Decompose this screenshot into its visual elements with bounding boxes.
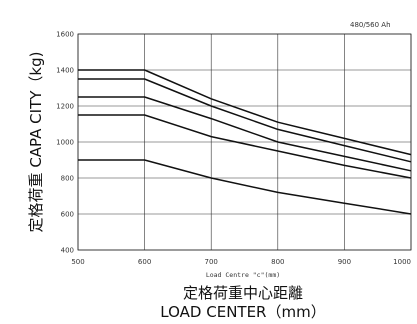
x-tick-labels: 500 600 700 800 900 1000	[71, 258, 411, 266]
x-axis-label: Load Centre "c"(mm)	[206, 271, 280, 279]
y-tick-label: 1400	[56, 67, 74, 75]
capacity-curve-4	[78, 114, 412, 179]
capacity-curve-5	[78, 159, 412, 215]
x-axis-title-cn: 定格荷重中心距離	[183, 284, 303, 302]
y-axis-title: 定格荷重 CAPA CITY（kg)	[27, 52, 45, 233]
x-tick-label: 500	[71, 258, 84, 266]
capacity-caption: 480/560 Ah	[350, 21, 391, 29]
y-tick-labels: 400 600 800 1000 1200 1400 1600	[56, 31, 74, 255]
capacity-curve-1	[78, 69, 412, 156]
y-tick-label: 400	[61, 247, 74, 255]
y-tick-label: 800	[61, 175, 74, 183]
x-tick-label: 1000	[393, 258, 411, 266]
capacity-curve-2	[78, 78, 412, 163]
x-axis-title-en: LOAD CENTER（mm）	[160, 303, 325, 321]
plot-area-frame	[77, 33, 412, 251]
x-tick-label: 600	[138, 258, 151, 266]
y-tick-label: 1600	[56, 31, 74, 39]
y-tick-label: 1200	[56, 103, 74, 111]
capacity-curve-3	[78, 96, 412, 172]
x-tick-label: 700	[205, 258, 218, 266]
x-tick-label: 800	[271, 258, 284, 266]
y-tick-label: 1000	[56, 139, 74, 147]
x-tick-label: 900	[338, 258, 351, 266]
y-tick-label: 600	[61, 211, 74, 219]
series-group	[78, 69, 412, 215]
